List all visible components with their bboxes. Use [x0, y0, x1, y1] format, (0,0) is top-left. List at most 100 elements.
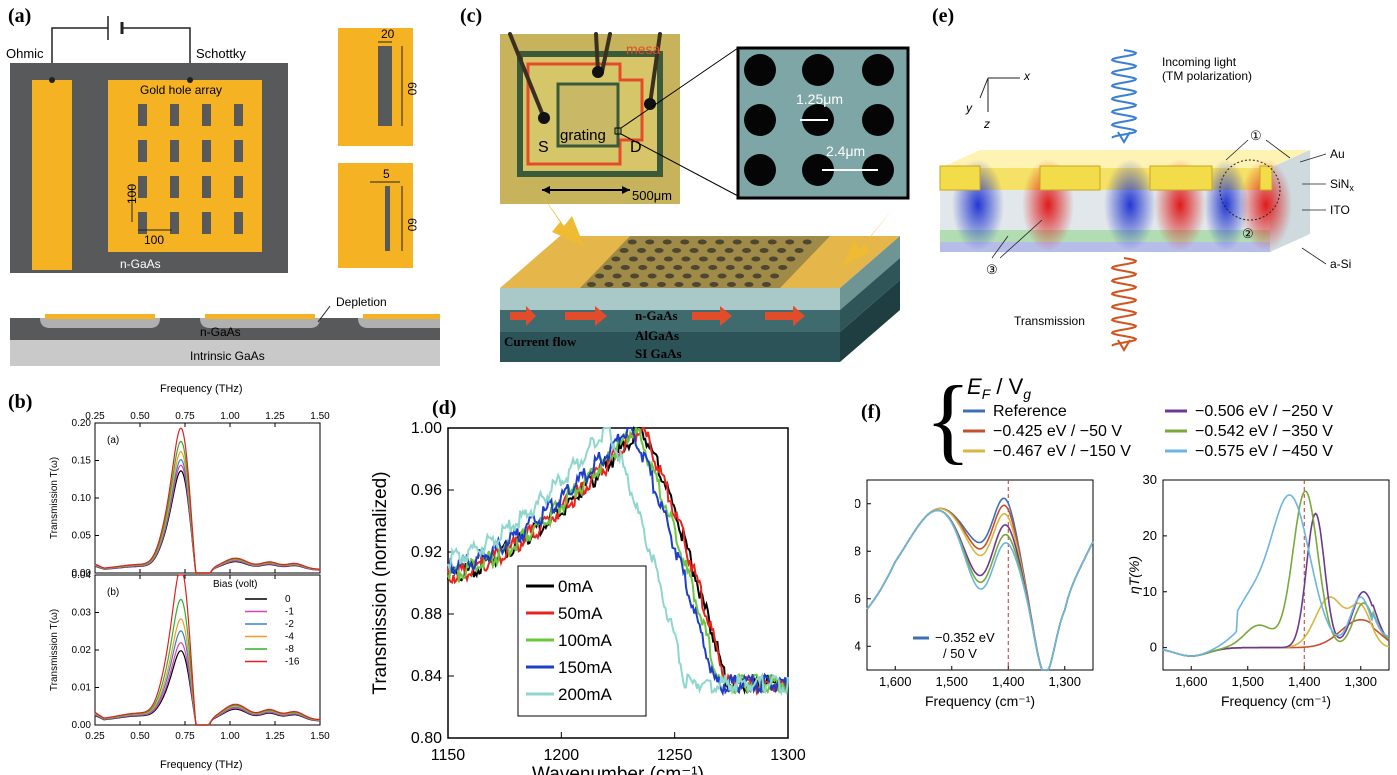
y-tick-label: 0.00 [72, 568, 92, 579]
inset2-height: 60 [405, 218, 419, 232]
marker-2: ② [1242, 226, 1254, 241]
grating-hole [778, 265, 788, 270]
x-tick-label: 1,400 [992, 674, 1025, 689]
legend-brace: { [925, 366, 971, 473]
gold-hole [234, 104, 243, 126]
grating-hole [647, 273, 657, 279]
series-line--1 [94, 464, 320, 574]
grating-hole [732, 239, 742, 245]
panel-label-a: (a) [8, 5, 31, 27]
grating-hole [655, 265, 665, 270]
y-tick-label: 0.80 [411, 730, 442, 747]
grating-hole [620, 265, 630, 270]
y-tick-label: 0.15 [72, 456, 92, 467]
grating-hole [707, 248, 717, 253]
panel-a: (a) Ohmic Schottky Gold hole array n-GaA… [0, 0, 450, 380]
grating-hole [733, 256, 743, 262]
grating-hole [619, 248, 629, 253]
grating-hole [674, 282, 684, 287]
grating-hole [691, 282, 701, 287]
light-arrow-left [535, 185, 584, 246]
grating-hole [639, 282, 649, 287]
n-gaas-layer: n-GaAs [635, 308, 678, 323]
grating-hole [700, 273, 710, 279]
t-curve [866, 509, 1094, 671]
drain-label: D [630, 139, 642, 156]
marker-3: ③ [986, 262, 998, 277]
grating-hole [777, 248, 787, 253]
mesa-label: mesa [626, 41, 660, 57]
panel-b-charts: (b) Frequency (THz) 0.25 0.50 0.75 1.00 1.25… [8, 383, 330, 771]
f-right-chart: 1,600 1,500 1,400 1,300 0 10 20 30 Frequency (cm… [1126, 472, 1390, 709]
legend-label: 200mA [558, 685, 613, 704]
grating-hole [750, 239, 760, 245]
legend-label: -2 [285, 619, 294, 630]
gold-hole [138, 140, 147, 162]
grating-hole [767, 239, 777, 245]
y-axis-label: Transmission (normalized) [370, 471, 391, 694]
sem-hole [802, 154, 834, 186]
gold-hole [170, 104, 179, 126]
annotation-label-2: / 50 V [943, 646, 977, 661]
series-line--2 [94, 459, 321, 574]
grating-hole [715, 239, 725, 245]
sem-hole [802, 54, 834, 86]
au-label: Au [1330, 147, 1345, 161]
cross-ngaas-label: n-GaAs [200, 325, 241, 339]
dim-arrows-a [131, 186, 172, 231]
sinx-label: SiNx [1330, 177, 1354, 193]
x-tick-label: 1,600 [879, 674, 912, 689]
grating-hole [612, 273, 622, 279]
y-tick-label: 0.05 [72, 531, 92, 542]
grating-hole [717, 273, 727, 279]
legend-label: −0.575 eV / −450 V [1195, 443, 1333, 460]
x-tick-label: 1250 [657, 747, 693, 764]
sem-hole [744, 104, 776, 136]
x-tick-label: 1200 [544, 747, 580, 764]
grating-hole [742, 248, 752, 253]
grating-hole [786, 256, 796, 262]
x-tick-label: 1.50 [310, 411, 330, 422]
legend-label: -16 [285, 657, 300, 668]
y-tick-label: 0.92 [411, 544, 442, 561]
grating-hole [726, 282, 736, 287]
legend-label: Reference [993, 403, 1067, 420]
y-tick-label: 0.20 [72, 418, 92, 429]
y-tick-label: 0.02 [72, 645, 92, 656]
b-bottom-chart: 0.25 0.50 0.75 1.00 1.25 1.50 0.00 0.01 0.02 0.03… [49, 570, 330, 742]
series-line--8 [94, 440, 320, 574]
grating-hole [768, 256, 778, 262]
ohmic-contact [32, 80, 72, 270]
sem-hole [862, 54, 894, 86]
axis-y: y [965, 101, 973, 115]
legend-label: 100mA [558, 631, 613, 650]
legend-label: −0.425 eV / −50 V [993, 423, 1122, 440]
grating-hole [735, 273, 745, 279]
y-tick-label: 0.00 [72, 720, 92, 731]
ito-label: ITO [1330, 203, 1350, 217]
marker-1: ① [1250, 128, 1262, 143]
axis-z: z [983, 117, 990, 131]
grating-hole [770, 273, 780, 279]
y-axis-label: ηT(%) [1126, 556, 1142, 594]
panel-d: (d) 1150 1200 1250 1300 0.80 0.84 0.88 0.92 0.96… [370, 378, 810, 775]
grating-hole [663, 256, 673, 262]
probes [508, 32, 662, 120]
legend-header: EF / Vg [967, 374, 1031, 402]
panel-a-svg: (a) Ohmic Schottky Gold hole array n-GaA… [6, 5, 440, 366]
legend-label: −0.506 eV / −250 V [1195, 403, 1333, 420]
grating-hole [785, 239, 795, 245]
inset-wide-hole [338, 28, 413, 146]
legend-label: 0 [285, 594, 291, 605]
y-tick-label: 6 [855, 591, 861, 606]
hole-diameter: 1.25μm [796, 91, 843, 107]
eta-curve [1162, 494, 1390, 657]
gold-hole [202, 140, 211, 162]
panel-label-d: (d) [432, 397, 456, 419]
y-axis-label: Transmission T(ω) [49, 457, 60, 539]
y-tick-label: 10 [1143, 584, 1157, 599]
series-line-200mA [447, 427, 789, 697]
grating-hole [689, 248, 699, 253]
grating-hole [681, 256, 691, 262]
panel-label-c: (c) [460, 5, 482, 27]
